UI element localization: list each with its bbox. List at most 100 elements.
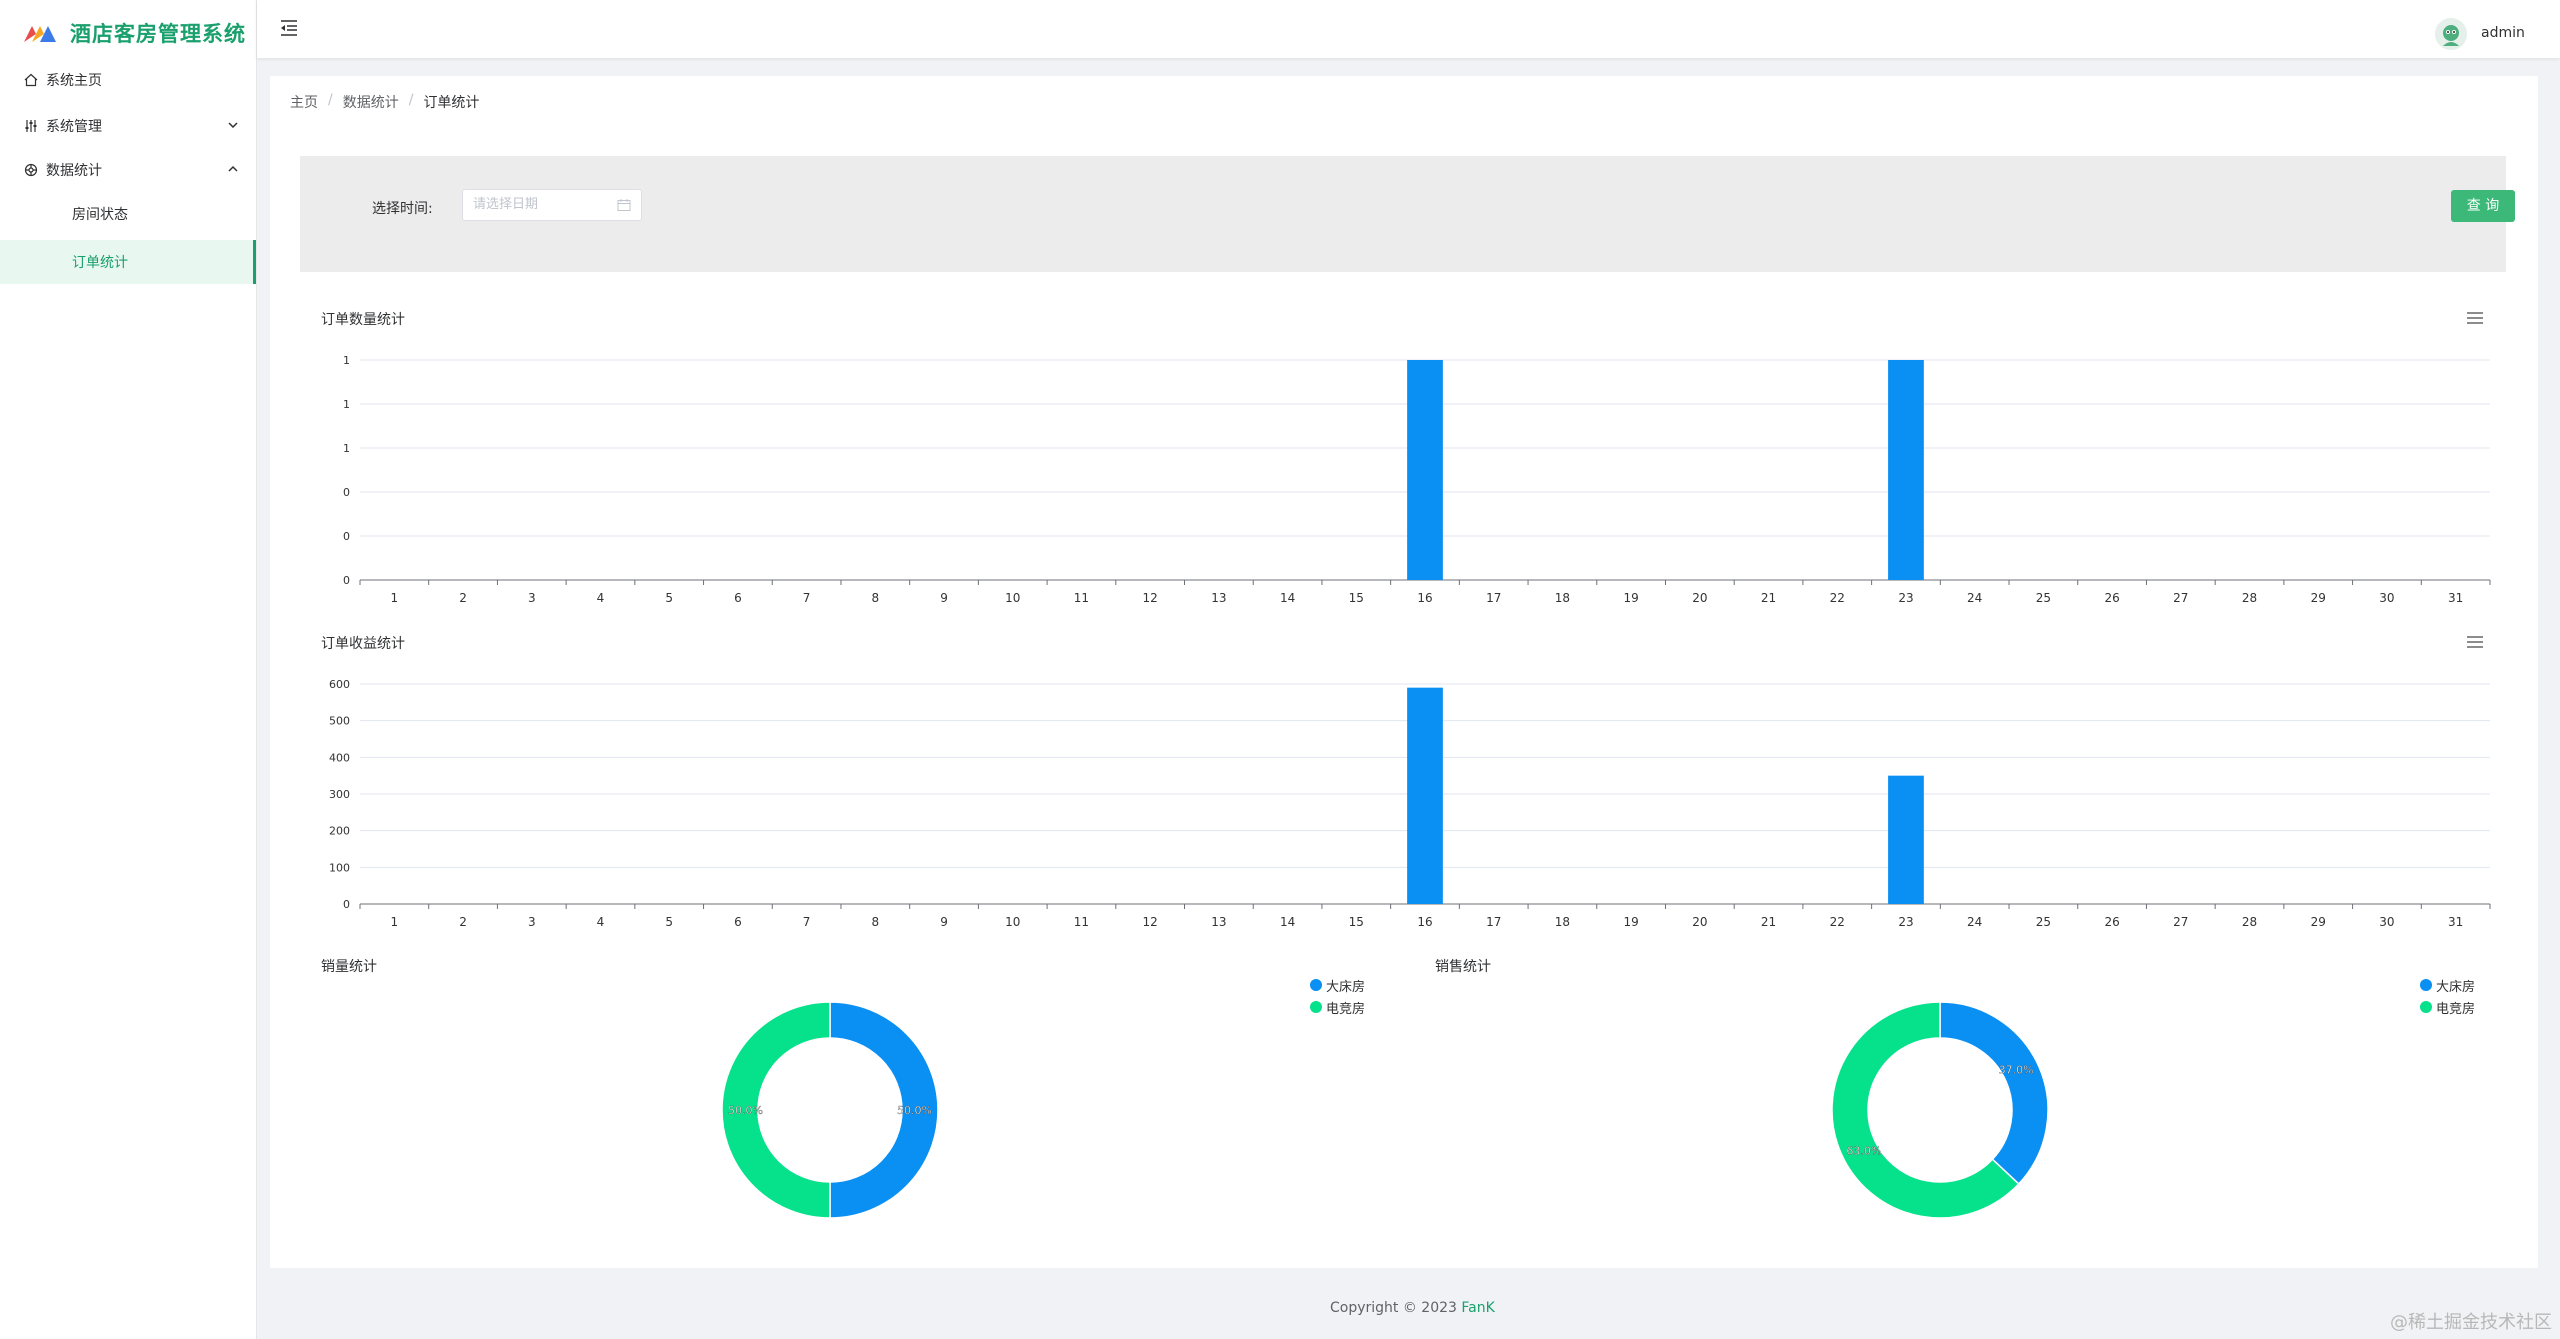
logo[interactable]: 酒店客房管理系统: [22, 16, 246, 50]
query-button[interactable]: 查 询: [2451, 190, 2515, 222]
menu-fold-icon[interactable]: [279, 18, 299, 38]
bar[interactable]: [1888, 360, 1924, 580]
x-tick-label: 18: [1555, 591, 1570, 605]
x-tick-label: 3: [528, 591, 536, 605]
x-tick-label: 19: [1623, 915, 1638, 929]
y-tick-label: 300: [329, 788, 350, 801]
x-tick-label: 31: [2448, 915, 2463, 929]
sidebar-item-label: 系统管理: [46, 119, 102, 135]
legend-item[interactable]: 电竞房: [2420, 996, 2475, 1018]
sidebar-item-room-status[interactable]: 房间状态: [0, 192, 256, 236]
x-tick-label: 15: [1349, 915, 1364, 929]
slice-label: 63.0%: [1846, 1145, 1881, 1158]
legend-item[interactable]: 大床房: [1310, 974, 1365, 996]
sidebar-item-home[interactable]: 系统主页: [0, 58, 256, 102]
breadcrumb: 主页 / 数据统计 / 订单统计: [290, 92, 479, 112]
copyright-icon: ©: [1402, 1300, 1417, 1316]
breadcrumb-data-stats[interactable]: 数据统计: [342, 95, 399, 111]
x-tick-label: 21: [1761, 915, 1776, 929]
legend-label: 大床房: [2436, 979, 2476, 995]
x-tick-label: 25: [2036, 591, 2051, 605]
y-tick-label: 0: [343, 574, 350, 587]
donut-slice[interactable]: [1831, 1001, 2020, 1219]
x-tick-label: 20: [1692, 915, 1707, 929]
x-tick-label: 16: [1417, 915, 1432, 929]
x-tick-label: 1: [391, 915, 399, 929]
date-picker-input[interactable]: 请选择日期: [462, 189, 642, 221]
x-tick-label: 24: [1967, 915, 1982, 929]
chart-menu-icon[interactable]: [2466, 311, 2484, 325]
x-tick-label: 6: [734, 915, 742, 929]
legend-dot: [1310, 1001, 1322, 1013]
y-tick-label: 0: [343, 898, 350, 911]
x-tick-label: 17: [1486, 591, 1501, 605]
sidebar-item-system[interactable]: 系统管理: [0, 104, 256, 148]
slice-label: 37.0%: [1999, 1063, 2034, 1076]
x-tick-label: 19: [1623, 591, 1638, 605]
x-tick-label: 9: [940, 591, 948, 605]
x-tick-label: 28: [2242, 915, 2257, 929]
y-tick-label: 600: [329, 678, 350, 691]
bar[interactable]: [1888, 775, 1924, 904]
legend-label: 电竞房: [1326, 1001, 1366, 1017]
y-tick-label: 0: [343, 530, 350, 543]
x-tick-label: 22: [1830, 591, 1845, 605]
x-tick-label: 21: [1761, 591, 1776, 605]
y-tick-label: 200: [329, 825, 350, 838]
legend-item[interactable]: 大床房: [2420, 974, 2475, 996]
settings-icon: [24, 119, 38, 133]
x-tick-label: 2: [459, 591, 467, 605]
calendar-icon: [617, 199, 631, 211]
donut-slice[interactable]: [1939, 1001, 2049, 1185]
breadcrumb-home[interactable]: 主页: [290, 95, 318, 111]
x-tick-label: 11: [1074, 591, 1089, 605]
footer-author-link[interactable]: FanK: [1461, 1300, 1495, 1316]
x-tick-label: 25: [2036, 915, 2051, 929]
footer-prefix: Copyright: [1330, 1300, 1403, 1316]
x-tick-label: 31: [2448, 591, 2463, 605]
chart-title-sales-volume: 销量统计: [321, 959, 377, 975]
x-tick-label: 8: [872, 915, 880, 929]
breadcrumb-current: 订单统计: [423, 95, 480, 111]
donut-slice[interactable]: [721, 1001, 831, 1219]
legend-item[interactable]: 电竞房: [1310, 996, 1365, 1018]
x-tick-label: 16: [1417, 591, 1432, 605]
top-header: admin: [257, 0, 2560, 58]
avatar-icon: [2435, 18, 2467, 50]
x-tick-label: 9: [940, 915, 948, 929]
donut-slice[interactable]: [829, 1001, 939, 1219]
y-tick-label: 500: [329, 715, 350, 728]
sidebar-item-label: 数据统计: [46, 163, 102, 179]
x-tick-label: 17: [1486, 915, 1501, 929]
slice-label: 50.0%: [728, 1104, 763, 1117]
breadcrumb-separator: /: [328, 92, 333, 108]
legend-dot: [2420, 979, 2432, 991]
username[interactable]: admin: [2481, 25, 2525, 41]
x-tick-label: 30: [2379, 591, 2394, 605]
y-tick-label: 100: [329, 861, 350, 874]
chart-title-order-count: 订单数量统计: [321, 312, 405, 328]
avatar[interactable]: [2435, 18, 2467, 50]
home-icon: [24, 73, 38, 87]
sidebar-item-data[interactable]: 数据统计: [0, 148, 256, 192]
y-tick-label: 1: [343, 354, 350, 367]
x-tick-label: 28: [2242, 591, 2257, 605]
x-tick-label: 27: [2173, 915, 2188, 929]
bar[interactable]: [1407, 360, 1443, 580]
footer: Copyright © 2023 FanK: [1330, 1300, 1495, 1316]
sidebar-item-label: 房间状态: [72, 207, 128, 223]
chart-title-order-revenue: 订单收益统计: [321, 636, 405, 652]
sidebar-item-order-stats[interactable]: 订单统计: [0, 240, 256, 284]
x-tick-label: 22: [1830, 915, 1845, 929]
x-tick-label: 14: [1280, 591, 1295, 605]
x-tick-label: 8: [872, 591, 880, 605]
x-tick-label: 13: [1211, 591, 1226, 605]
chart-menu-icon[interactable]: [2466, 635, 2484, 649]
x-tick-label: 5: [665, 591, 673, 605]
x-tick-label: 1: [391, 591, 399, 605]
app-title: 酒店客房管理系统: [70, 22, 246, 46]
bar[interactable]: [1407, 687, 1443, 904]
chart-title-sales-revenue: 销售统计: [1435, 959, 1491, 975]
